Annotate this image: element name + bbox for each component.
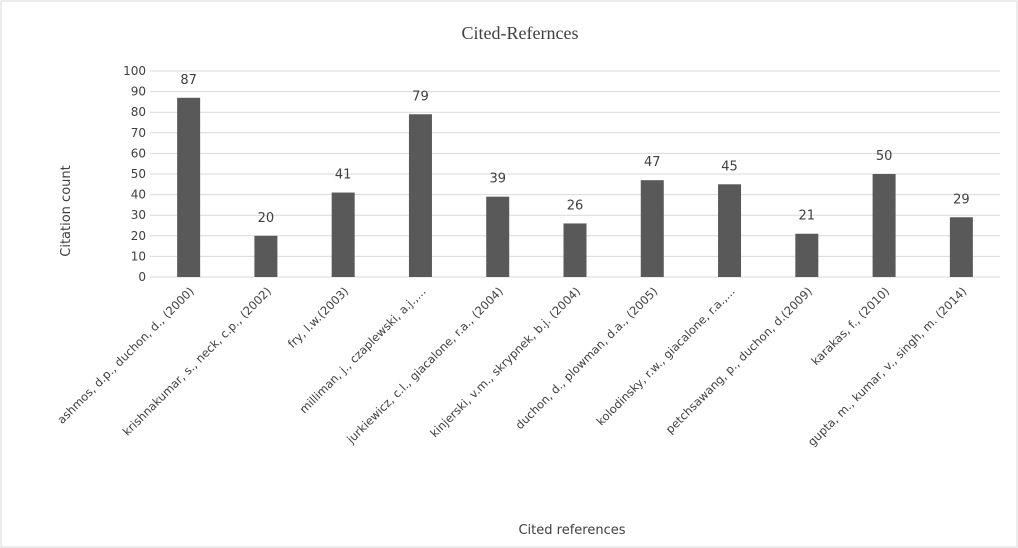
gridlines	[150, 70, 1000, 278]
data-label: 50	[876, 149, 893, 164]
data-label: 39	[489, 172, 506, 187]
y-tick-label: 10	[131, 249, 146, 263]
y-tick-label: 60	[131, 146, 146, 160]
data-label: 47	[644, 155, 661, 170]
y-tick-label: 20	[131, 229, 146, 243]
data-label: 21	[799, 209, 816, 224]
y-axis-title: Citation count	[59, 165, 74, 256]
bar	[872, 174, 896, 277]
data-label: 87	[180, 73, 197, 88]
y-tick-label: 90	[131, 85, 146, 99]
y-tick-label: 0	[138, 270, 146, 284]
y-tick-label: 70	[131, 126, 146, 140]
y-tick-label: 100	[123, 64, 146, 78]
data-label: 20	[258, 211, 275, 226]
y-tick-label: 80	[131, 105, 146, 119]
chart-title: Cited-Refernces	[462, 23, 579, 43]
bars	[177, 97, 973, 277]
y-axis-ticks: 0 10 20 30 40 50 60 70 80 90 100	[123, 64, 146, 284]
bar	[331, 192, 355, 277]
data-labels: 87 20 41 79 39 26 47 45 21 50 29	[180, 73, 969, 226]
data-label: 45	[721, 159, 738, 174]
bar	[795, 233, 819, 277]
bar	[640, 180, 664, 277]
y-tick-label: 50	[131, 167, 146, 181]
data-label: 29	[953, 192, 970, 207]
bar	[949, 217, 973, 277]
bar	[486, 196, 510, 277]
y-tick-label: 30	[131, 208, 146, 222]
data-label: 79	[412, 89, 429, 104]
bar	[254, 235, 278, 277]
y-tick-label: 40	[131, 188, 146, 202]
bar	[408, 114, 432, 277]
data-label: 26	[567, 198, 584, 213]
data-label: 41	[335, 168, 352, 183]
bar	[563, 223, 587, 277]
x-axis-title: Cited references	[518, 523, 625, 538]
bar	[177, 97, 201, 277]
bar	[718, 184, 742, 277]
